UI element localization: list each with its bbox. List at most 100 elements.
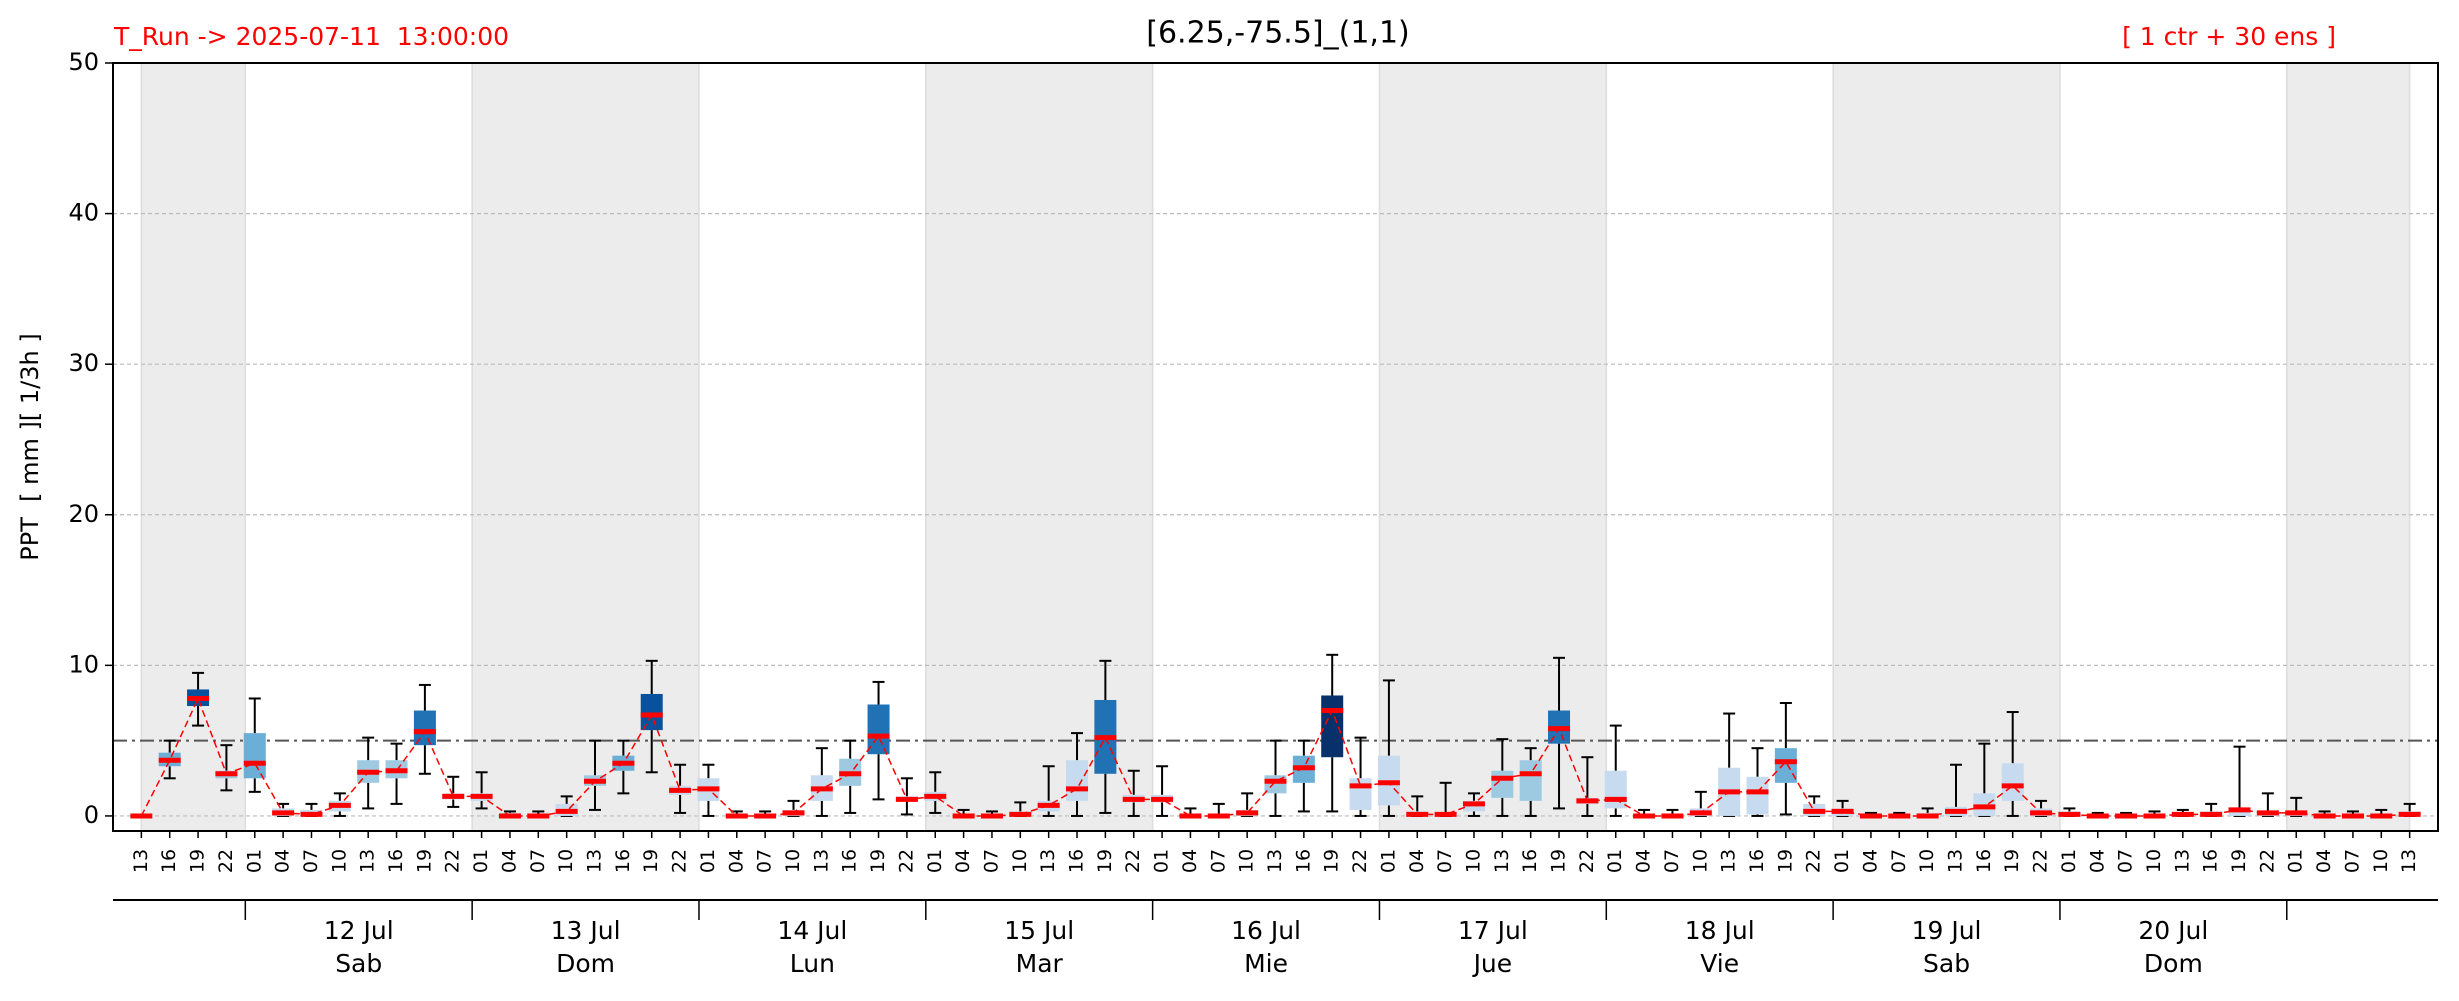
- x-tick-label: 01: [470, 849, 492, 873]
- x-tick-label: 07: [2115, 849, 2137, 873]
- x-tick-label: 10: [1462, 849, 1484, 873]
- x-tick-label: 16: [158, 849, 180, 873]
- weekday-label: Lun: [790, 949, 835, 978]
- day-label: 12 Jul: [324, 916, 394, 945]
- x-tick-label: 01: [1604, 849, 1626, 873]
- box: [1774, 748, 1797, 783]
- x-tick-label: 13: [1718, 849, 1740, 873]
- x-tick-label: 19: [1321, 849, 1343, 873]
- night-shade: [2286, 62, 2411, 832]
- day-label: 18 Jul: [1685, 916, 1755, 945]
- x-tick-label: 13: [1944, 849, 1966, 873]
- x-tick-label: 07: [2341, 849, 2363, 873]
- x-tick-label: 10: [1916, 849, 1938, 873]
- x-tick-label: 01: [2058, 849, 2080, 873]
- x-tick-label: 13: [2398, 849, 2420, 873]
- x-tick-label: 22: [2256, 849, 2278, 873]
- x-tick-label: 01: [1831, 849, 1853, 873]
- x-tick-label: 01: [243, 849, 265, 873]
- y-tick-label: 40: [68, 199, 99, 227]
- x-tick-label: 01: [2285, 849, 2307, 873]
- x-tick-label: 10: [1689, 849, 1711, 873]
- x-tick-label: 04: [498, 849, 520, 873]
- x-tick-label: 22: [2030, 849, 2052, 873]
- plot-frame: [112, 62, 2439, 832]
- day-label: 14 Jul: [777, 916, 847, 945]
- x-tick-label: 10: [1236, 849, 1258, 873]
- x-tick-label: 13: [1264, 849, 1286, 873]
- box: [640, 693, 663, 731]
- x-tick-label: 19: [413, 849, 435, 873]
- x-tick-label: 07: [1434, 849, 1456, 873]
- day-label: 17 Jul: [1458, 916, 1528, 945]
- x-tick-label: 07: [527, 849, 549, 873]
- x-tick-label: 04: [1859, 849, 1881, 873]
- weekday-label: Dom: [2144, 949, 2203, 978]
- x-tick-label: 22: [669, 849, 691, 873]
- x-tick-label: 22: [1122, 849, 1144, 873]
- day-label: 20 Jul: [2138, 916, 2208, 945]
- box: [1604, 770, 1627, 809]
- box: [243, 733, 266, 779]
- box: [2001, 763, 2024, 801]
- y-tick-label: 10: [68, 650, 99, 678]
- x-tick-label: 13: [130, 849, 152, 873]
- run-label: T_Run -> 2025-07-11 13:00:00: [113, 22, 509, 51]
- x-tick-label: 16: [1746, 849, 1768, 873]
- x-tick-label: 01: [1377, 849, 1399, 873]
- x-tick-label: 13: [2171, 849, 2193, 873]
- x-tick-label: 16: [1066, 849, 1088, 873]
- x-tick-label: 13: [357, 849, 379, 873]
- x-tick-label: 07: [1661, 849, 1683, 873]
- x-tick-label: 22: [895, 849, 917, 873]
- members-label: [ 1 ctr + 30 ens ]: [2122, 22, 2336, 51]
- x-tick-label: 22: [1803, 849, 1825, 873]
- x-tick-label: 19: [867, 849, 889, 873]
- weekday-label: Dom: [556, 949, 615, 978]
- x-tick-label: 01: [924, 849, 946, 873]
- y-tick-label: 30: [68, 349, 99, 377]
- x-tick-label: 19: [187, 849, 209, 873]
- x-tick-label: 01: [1151, 849, 1173, 873]
- x-tick-label: 04: [1633, 849, 1655, 873]
- x-tick-label: 04: [272, 849, 294, 873]
- x-tick-label: 16: [612, 849, 634, 873]
- x-tick-label: 10: [328, 849, 350, 873]
- y-tick-label: 50: [68, 48, 99, 76]
- x-tick-label: 19: [640, 849, 662, 873]
- x-tick-label: 16: [1519, 849, 1541, 873]
- y-tick-label: 20: [68, 500, 99, 528]
- x-tick-label: 19: [1774, 849, 1796, 873]
- x-tick-label: 04: [952, 849, 974, 873]
- day-label: 15 Jul: [1004, 916, 1074, 945]
- x-tick-label: 13: [1491, 849, 1513, 873]
- x-tick-label: 01: [697, 849, 719, 873]
- box: [867, 704, 890, 755]
- x-tick-label: 04: [2313, 849, 2335, 873]
- night-shade: [1832, 62, 2061, 832]
- night-shade: [471, 62, 700, 832]
- x-tick-label: 04: [725, 849, 747, 873]
- night-shade: [925, 62, 1154, 832]
- x-tick-label: 13: [584, 849, 606, 873]
- weekday-label: Vie: [1700, 949, 1739, 978]
- box: [413, 710, 436, 746]
- box: [1321, 695, 1344, 758]
- x-tick-label: 22: [215, 849, 237, 873]
- day-label: 16 Jul: [1231, 916, 1301, 945]
- x-tick-label: 10: [2370, 849, 2392, 873]
- x-tick-label: 10: [2143, 849, 2165, 873]
- y-axis-label: PPT [ mm ][ 1/3h ]: [16, 333, 44, 560]
- x-tick-label: 10: [1009, 849, 1031, 873]
- x-tick-label: 22: [1576, 849, 1598, 873]
- x-tick-label: 07: [1207, 849, 1229, 873]
- x-tick-label: 16: [1973, 849, 1995, 873]
- x-tick-label: 07: [754, 849, 776, 873]
- day-label: 19 Jul: [1912, 916, 1982, 945]
- x-tick-label: 04: [2086, 849, 2108, 873]
- box: [1349, 778, 1372, 810]
- weekday-label: Jue: [1472, 949, 1513, 978]
- box: [1519, 760, 1542, 801]
- box: [1746, 776, 1769, 815]
